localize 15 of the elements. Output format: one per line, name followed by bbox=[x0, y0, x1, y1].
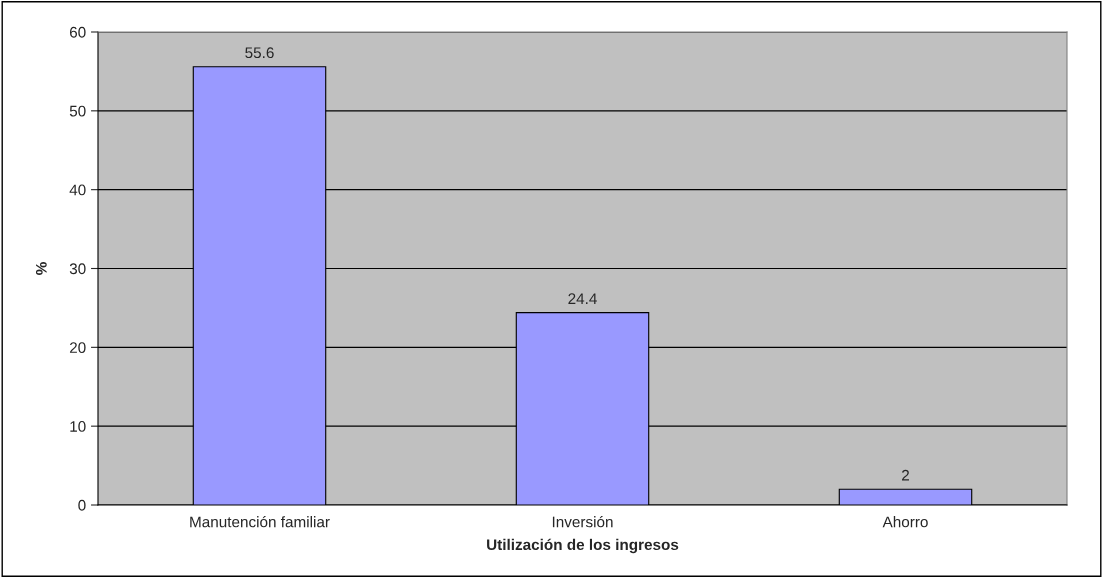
y-tick-label: 30 bbox=[69, 263, 86, 275]
y-tick-label: 40 bbox=[69, 184, 86, 196]
x-axis-title: Utilización de los ingresos bbox=[487, 538, 679, 554]
y-tick-label: 60 bbox=[69, 26, 86, 38]
data-label: 2 bbox=[902, 469, 909, 481]
x-tick-label: Inversión bbox=[552, 515, 613, 528]
y-tick-label: 0 bbox=[78, 499, 86, 511]
x-tick-label: Manutención familiar bbox=[190, 515, 330, 528]
data-label: 24.4 bbox=[568, 293, 597, 304]
data-label: 55.6 bbox=[245, 47, 274, 59]
y-tick-label: 20 bbox=[69, 342, 86, 354]
y-tick-label: 50 bbox=[69, 105, 86, 117]
x-tick-label: Ahorro bbox=[882, 516, 928, 528]
y-tick-label: 10 bbox=[70, 421, 86, 432]
y-axis-title: % bbox=[35, 262, 47, 275]
